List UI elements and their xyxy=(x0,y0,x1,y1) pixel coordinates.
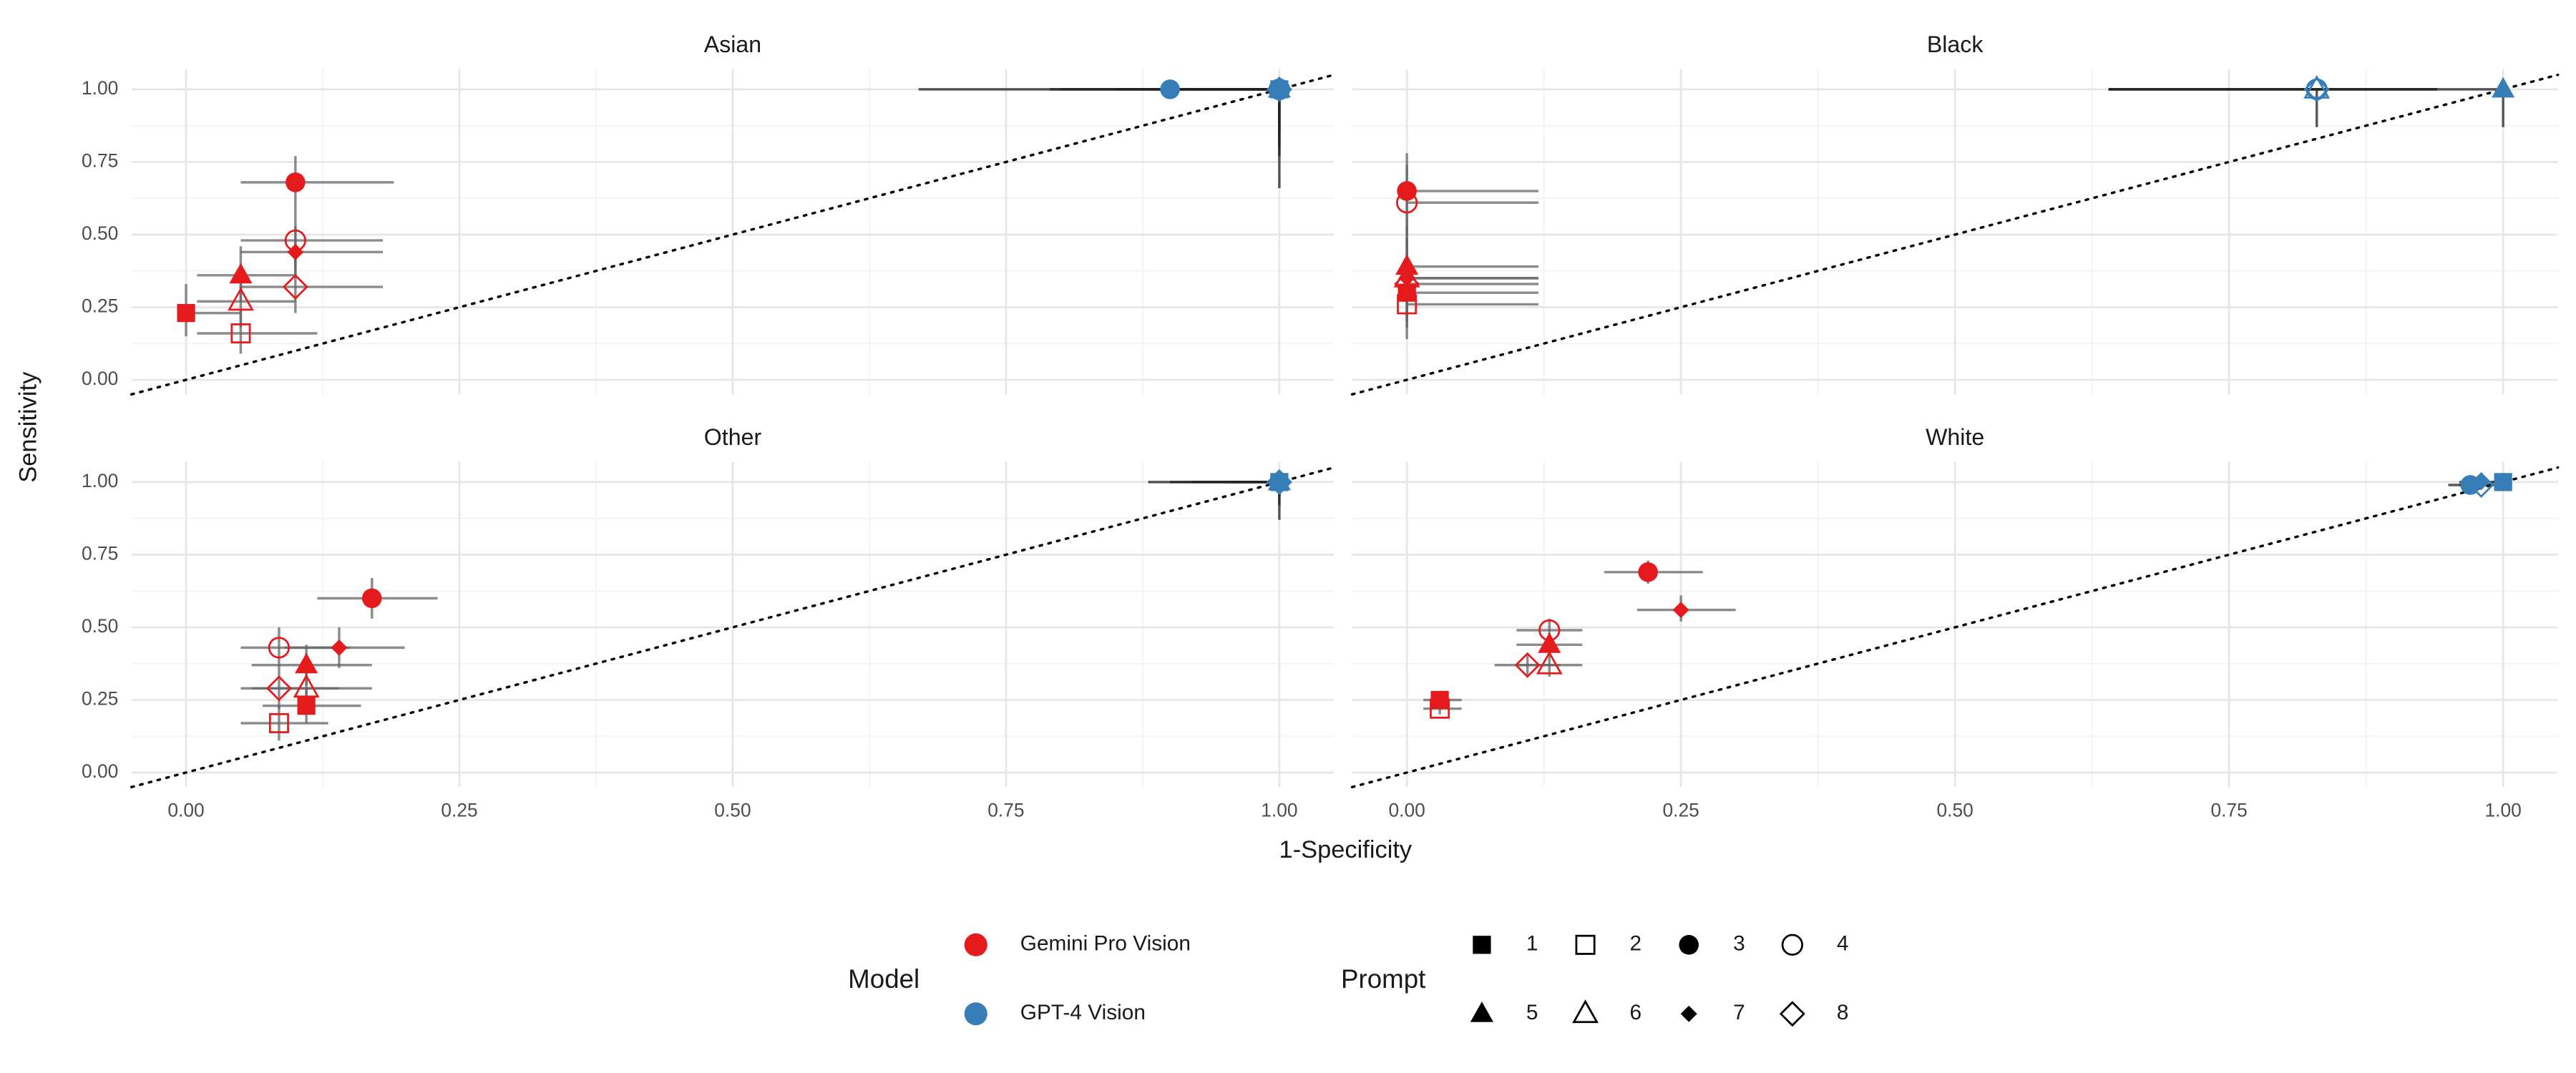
x-tick-label: 0.00 xyxy=(1388,800,1425,821)
shape-legend-swatch xyxy=(1779,1001,1805,1027)
y-tick-label: 0.00 xyxy=(82,760,118,782)
shape-legend-swatch xyxy=(1679,935,1699,955)
point xyxy=(1672,602,1689,619)
x-tick-label: 0.50 xyxy=(1936,800,1973,821)
point xyxy=(265,675,292,702)
facet-title: Asian xyxy=(704,31,761,57)
point xyxy=(1536,650,1563,675)
reference-diagonal xyxy=(1350,466,2560,789)
point xyxy=(2303,76,2330,102)
point xyxy=(177,303,195,323)
point xyxy=(362,588,382,609)
shape-legend-label: 6 xyxy=(1630,1001,1642,1024)
legend-swatch xyxy=(964,1002,987,1026)
facet-title: Other xyxy=(704,424,762,450)
legend-swatch xyxy=(964,933,987,956)
point xyxy=(268,712,289,733)
shape-legend-swatch xyxy=(1680,1005,1697,1022)
y-tick-label: 0.50 xyxy=(82,222,118,244)
y-tick-label: 0.75 xyxy=(82,542,118,564)
x-tick-label: 1.00 xyxy=(2484,800,2521,821)
point xyxy=(229,263,253,284)
shape-legend-label: 8 xyxy=(1837,1001,1849,1024)
point xyxy=(2303,74,2331,99)
shape-legend-swatch xyxy=(1575,934,1596,955)
shape-legend-swatch xyxy=(1470,1001,1493,1022)
shape-legend-label: 7 xyxy=(1733,1001,1745,1024)
shape-legend-label: 1 xyxy=(1526,932,1538,956)
point xyxy=(1514,652,1541,678)
x-tick-label: 0.75 xyxy=(2210,800,2247,821)
point xyxy=(295,652,318,674)
facet-title: White xyxy=(1926,424,1984,450)
panel: Asian 0.00 0.25 0.50 0.75 1.00 xyxy=(82,31,1336,396)
x-tick-label: 0.00 xyxy=(167,800,204,821)
reference-diagonal xyxy=(130,73,1336,396)
x-tick-label: 1.00 xyxy=(1261,800,1297,821)
point xyxy=(2306,78,2328,101)
legend-label: Gemini Pro Vision xyxy=(1020,932,1191,956)
x-axis-title: 1-Specificity xyxy=(1279,836,1413,863)
reference-diagonal xyxy=(130,466,1336,789)
y-tick-label: 1.00 xyxy=(82,470,118,491)
x-tick-label: 0.50 xyxy=(714,800,751,821)
point xyxy=(2492,77,2515,98)
shape-legend-label: 4 xyxy=(1837,932,1849,956)
point xyxy=(287,243,304,260)
facet-title: Black xyxy=(1927,31,1984,57)
point xyxy=(286,172,306,192)
point xyxy=(268,637,291,659)
legend-title: Model xyxy=(848,964,919,994)
point xyxy=(1397,181,1417,201)
point xyxy=(228,287,254,311)
x-tick-label: 0.75 xyxy=(987,800,1024,821)
point xyxy=(1394,270,1420,298)
x-tick-label: 0.25 xyxy=(1662,800,1699,821)
shape-legend-label: 3 xyxy=(1733,932,1745,956)
reference-diagonal xyxy=(1350,73,2560,396)
point xyxy=(1266,76,1292,102)
shape-legend-swatch xyxy=(1473,936,1491,954)
shape-legend-swatch xyxy=(1572,999,1599,1024)
point xyxy=(1638,562,1658,582)
point xyxy=(1267,469,1291,491)
x-tick-label: 0.25 xyxy=(441,800,477,821)
point xyxy=(1266,469,1292,495)
legend-label: GPT-4 Vision xyxy=(1020,1001,1146,1024)
shape-legend-title: Prompt xyxy=(1341,964,1425,994)
panel: Other 0.00 0.25 0.50 0.75 1.00 0.00 0.25 0.50 0.7… xyxy=(82,424,1336,821)
point xyxy=(2494,473,2512,491)
y-tick-label: 0.00 xyxy=(82,368,118,389)
panel: Black xyxy=(1350,31,2560,396)
y-tick-label: 0.25 xyxy=(82,295,118,316)
point xyxy=(230,323,251,344)
point xyxy=(1395,192,1418,214)
shape-legend-label: 2 xyxy=(1630,932,1642,956)
y-tick-label: 0.50 xyxy=(82,615,118,637)
point xyxy=(1538,632,1561,653)
point xyxy=(1160,79,1180,99)
y-tick-label: 1.00 xyxy=(82,77,118,99)
shape-legend-label: 5 xyxy=(1526,1001,1538,1024)
point xyxy=(293,674,320,698)
y-tick-label: 0.25 xyxy=(82,687,118,709)
y-axis-title: Sensitivity xyxy=(14,371,42,483)
point xyxy=(331,639,348,656)
point xyxy=(282,274,308,300)
point xyxy=(2468,471,2494,498)
point xyxy=(1430,698,1450,719)
shape-legend-swatch xyxy=(1781,934,1803,956)
panel: White 0.00 0.25 0.50 0.75 1.00 xyxy=(1350,424,2560,821)
point xyxy=(297,696,316,715)
y-tick-label: 0.75 xyxy=(82,150,118,171)
